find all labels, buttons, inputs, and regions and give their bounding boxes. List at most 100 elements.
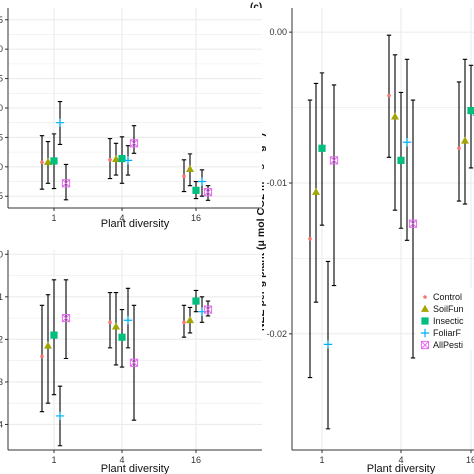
x-tick-label: 1 [319, 455, 324, 465]
legend: Control SoilFun Insectic FoliarF AllPesti [416, 288, 474, 350]
y-tick-label: -0.01 [266, 178, 287, 188]
x-tick-label: 4 [119, 455, 124, 465]
data-point [50, 331, 58, 339]
x-tick-label: 16 [191, 213, 201, 223]
data-point [55, 118, 65, 127]
data-point [118, 154, 126, 163]
data-point [44, 157, 52, 165]
data-point [323, 340, 333, 349]
data-point [40, 354, 44, 359]
data-point [50, 157, 58, 165]
data-point [391, 112, 399, 120]
legend-label: Insectic [433, 316, 464, 326]
y-tick-label: 2 [0, 334, 3, 344]
data-marks [39, 100, 213, 201]
panel-c-plot: 0.00 -0.01 -0.02 1 4 16 [266, 8, 474, 465]
legend-label: FoliarF [433, 328, 462, 338]
data-point [44, 341, 52, 349]
error-bar [468, 64, 474, 169]
y-tick-label: 10 [0, 103, 3, 113]
data-point [108, 157, 112, 162]
data-point [108, 320, 112, 325]
data-point [192, 186, 200, 194]
data-point [182, 174, 186, 179]
data-point [192, 297, 200, 305]
y-tick-label: 3 [0, 377, 3, 387]
data-point [123, 316, 133, 325]
y-tick-label: 20 [0, 44, 3, 54]
data-marks [307, 34, 474, 430]
error-bar [410, 99, 416, 359]
plot-background [292, 8, 474, 450]
data-point [203, 305, 213, 314]
data-point [397, 156, 405, 164]
y-tick-label: 4 [0, 419, 3, 429]
panel-c-tag: (c) [250, 2, 262, 13]
x-tick-label: 1 [51, 455, 56, 465]
data-marks [39, 279, 213, 447]
data-point [467, 106, 474, 115]
data-point [329, 156, 339, 165]
data-point [203, 188, 213, 197]
error-bar [456, 81, 462, 202]
data-point [186, 164, 194, 173]
data-point [402, 138, 412, 147]
y-tick-label: 25 [0, 15, 3, 25]
data-point [129, 358, 139, 367]
data-point [61, 179, 71, 188]
y-tick-label: 0 [0, 249, 3, 259]
legend-key [421, 317, 429, 325]
data-point [312, 187, 320, 195]
axes: 5 0 5 10 15 20 25 1 4 16 [0, 8, 262, 223]
x-tick-label: 16 [191, 455, 201, 465]
error-bar [331, 84, 337, 287]
data-point [129, 139, 139, 148]
legend-key [420, 340, 430, 350]
data-point [186, 316, 194, 324]
error-bar [39, 304, 45, 413]
y-tick-label: 5 [0, 191, 3, 201]
legend-label: AllPesti [433, 340, 463, 350]
x-tick-label: 4 [119, 213, 124, 223]
error-bar [392, 54, 398, 211]
error-bar [404, 58, 410, 241]
y-tick-label: 0.00 [269, 27, 287, 37]
legend-label: SoilFun [433, 304, 464, 314]
panel-b-x-axis-label: Plant diversity [101, 463, 170, 474]
plot-background [8, 250, 262, 450]
panel-a-x-axis-label: Plant diversity [101, 218, 170, 230]
panel-b-plot: 0 1 2 3 4 1 4 16 [0, 249, 262, 465]
data-point [197, 177, 207, 186]
y-tick-label: 5 [0, 132, 3, 142]
panel-c-x-axis-label: Plant diversity [367, 463, 436, 474]
x-tick-label: 1 [51, 213, 56, 223]
data-point [457, 146, 461, 151]
data-point [118, 333, 126, 341]
x-tick-label: 16 [466, 455, 474, 465]
data-point [408, 219, 418, 228]
y-tick-label: 0 [0, 162, 3, 172]
y-tick-label: -0.02 [266, 329, 287, 339]
gridlines [8, 8, 262, 208]
panel-a-plot: 5 0 5 10 15 20 25 1 4 16 [0, 8, 262, 223]
data-point [55, 411, 65, 421]
legend-key [423, 295, 427, 299]
error-bar [63, 279, 69, 360]
x-tick-label: 4 [398, 455, 403, 465]
error-bar [45, 294, 51, 404]
data-point [40, 160, 44, 164]
error-bar [63, 163, 69, 201]
y-tick-label: 1 [0, 292, 3, 302]
legend-label: Control [433, 292, 462, 302]
error-bar [462, 58, 468, 205]
data-point [182, 320, 186, 325]
axes: 0.00 -0.01 -0.02 1 4 16 [266, 8, 474, 465]
data-point [61, 313, 71, 323]
axes: 0 1 2 3 4 1 4 16 [0, 249, 262, 465]
data-point [318, 144, 326, 152]
data-point [112, 322, 120, 330]
data-point [387, 93, 391, 98]
legend-key [420, 328, 430, 338]
error-bar [107, 292, 113, 349]
